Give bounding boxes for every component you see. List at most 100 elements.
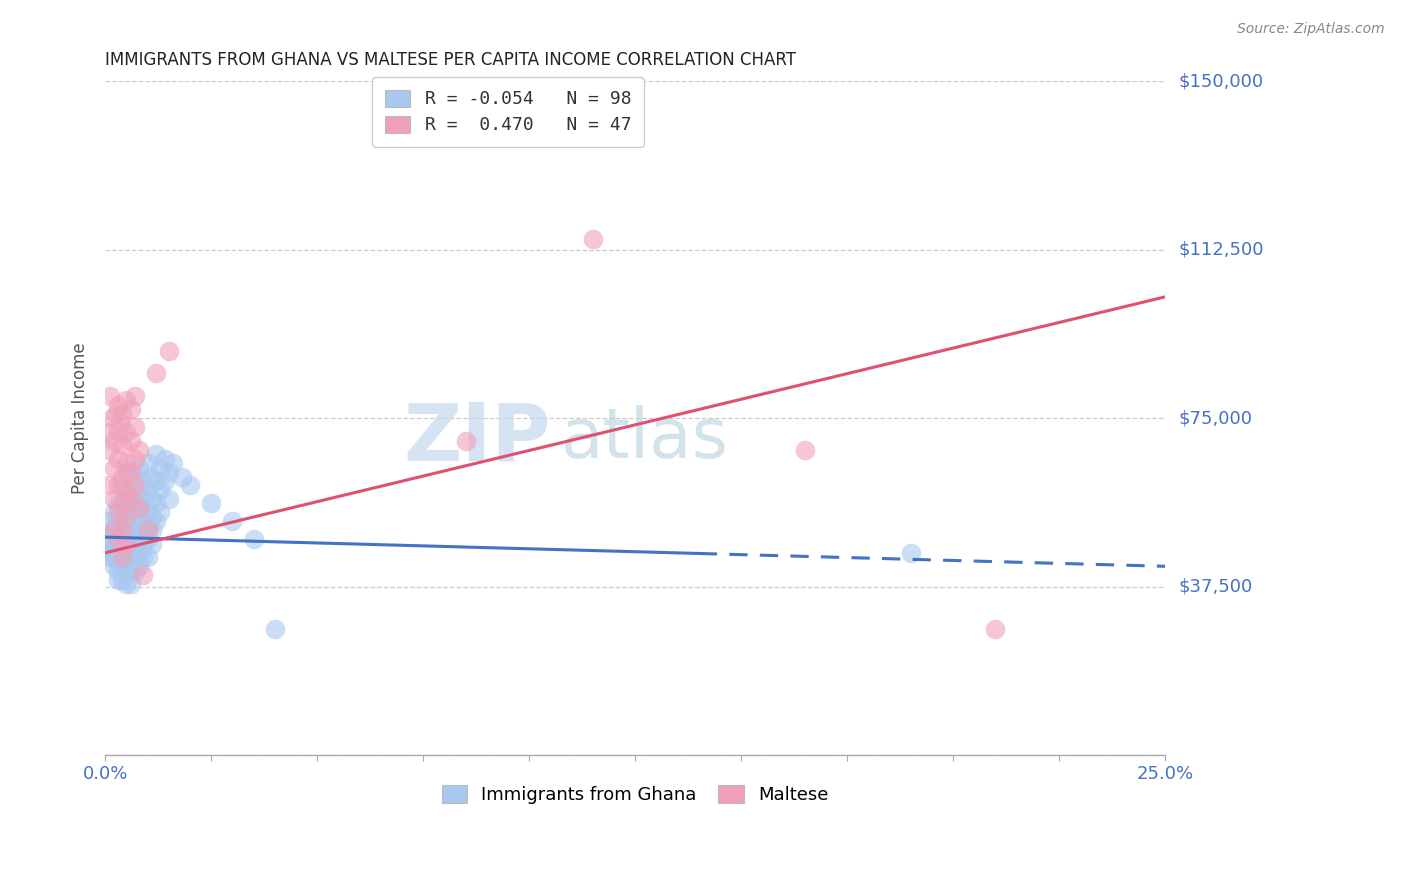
Point (103, 533, 125, 547)
Point (111, 519, 134, 533)
Point (111, 496, 134, 510)
Point (111, 550, 134, 565)
Point (132, 568, 155, 582)
Point (98, 546, 121, 560)
Point (145, 366, 167, 380)
Point (107, 533, 129, 547)
Point (115, 509, 138, 524)
Text: Source: ZipAtlas.com: Source: ZipAtlas.com (1237, 22, 1385, 37)
Point (107, 573, 129, 587)
Point (120, 491, 142, 506)
Text: $37,500: $37,500 (1180, 577, 1253, 596)
Point (157, 343, 180, 358)
Point (120, 465, 142, 479)
Point (107, 555, 129, 569)
Point (107, 478, 129, 492)
Point (96, 425, 118, 439)
Point (107, 496, 129, 510)
Point (149, 460, 172, 475)
Legend: Immigrants from Ghana, Maltese: Immigrants from Ghana, Maltese (433, 776, 838, 814)
Point (141, 491, 163, 506)
Point (454, 434, 477, 448)
Point (103, 505, 125, 519)
Point (107, 524, 129, 538)
Point (124, 491, 146, 506)
Point (107, 515, 129, 529)
Point (111, 509, 134, 524)
Point (120, 434, 142, 448)
Point (120, 509, 142, 524)
Point (115, 564, 138, 578)
Point (103, 460, 125, 475)
Point (153, 474, 176, 488)
Point (136, 533, 159, 547)
Point (136, 550, 159, 565)
Point (132, 491, 155, 506)
Point (145, 496, 167, 510)
Point (115, 577, 138, 591)
Point (120, 402, 142, 417)
Point (170, 469, 193, 483)
Point (132, 509, 155, 524)
Point (124, 564, 146, 578)
Point (128, 500, 150, 515)
Point (128, 460, 150, 475)
Point (124, 537, 146, 551)
Text: atlas: atlas (561, 405, 728, 472)
Point (141, 469, 163, 483)
Point (115, 393, 138, 408)
Y-axis label: Per Capita Income: Per Capita Income (72, 343, 89, 494)
Point (107, 541, 129, 556)
Point (132, 524, 155, 538)
Text: $75,000: $75,000 (1180, 409, 1253, 427)
Point (179, 478, 201, 492)
Point (145, 474, 167, 488)
Point (111, 469, 134, 483)
Text: $112,500: $112,500 (1180, 241, 1264, 259)
Point (263, 622, 285, 636)
Point (111, 524, 134, 538)
Point (128, 559, 150, 574)
Point (111, 407, 134, 421)
Point (98, 478, 121, 492)
Point (221, 515, 243, 529)
Point (98, 389, 121, 403)
Point (200, 496, 222, 510)
Point (124, 469, 146, 483)
Point (162, 456, 184, 470)
Point (120, 487, 142, 501)
Point (149, 483, 172, 497)
Point (104, 407, 127, 421)
Point (117, 500, 139, 515)
Point (124, 509, 146, 524)
Point (108, 533, 131, 547)
Point (103, 550, 125, 565)
Point (120, 564, 142, 578)
Point (111, 478, 134, 492)
Point (900, 546, 922, 560)
Point (128, 483, 150, 497)
Point (111, 559, 134, 574)
Point (120, 537, 142, 551)
Point (98, 515, 121, 529)
Point (157, 465, 180, 479)
Point (115, 425, 138, 439)
Point (115, 509, 138, 524)
Point (98, 442, 121, 457)
Point (136, 519, 159, 533)
Point (115, 483, 138, 497)
Point (132, 537, 155, 551)
Point (103, 491, 125, 506)
Point (107, 451, 129, 466)
Point (128, 442, 150, 457)
Point (124, 524, 146, 538)
Point (111, 573, 134, 587)
Point (115, 491, 138, 506)
Point (153, 451, 176, 466)
Point (107, 528, 129, 542)
Point (984, 622, 1007, 636)
Point (115, 456, 138, 470)
Point (111, 438, 134, 452)
Point (141, 537, 163, 551)
Point (120, 577, 142, 591)
